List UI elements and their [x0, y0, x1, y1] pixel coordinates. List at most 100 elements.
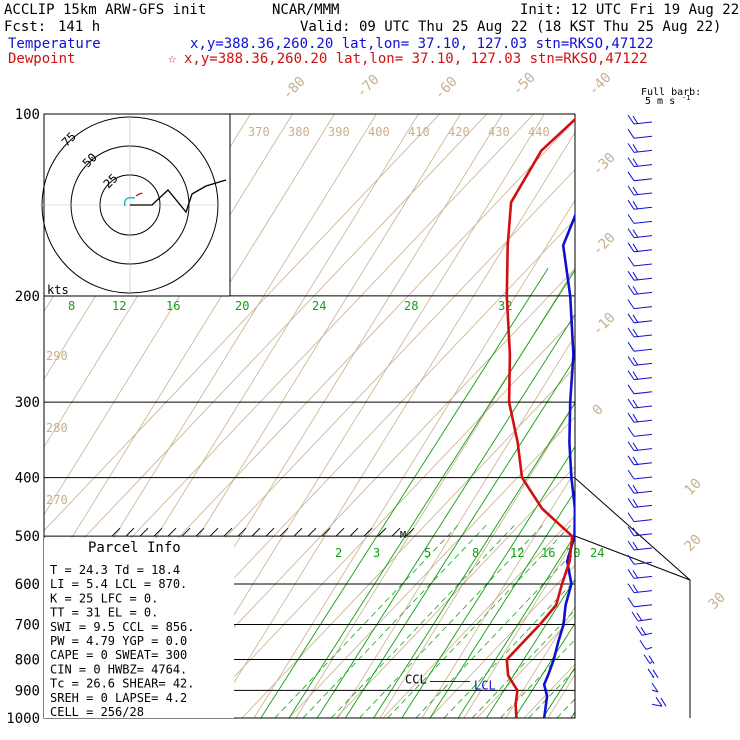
mixing-ratio-line — [401, 446, 575, 718]
wind-barb-flag — [627, 441, 635, 451]
wind-barb — [633, 433, 653, 437]
theta-label: 420 — [448, 125, 470, 139]
wind-barb-flag — [627, 327, 635, 338]
org-label: NCAR/MMM — [272, 2, 339, 18]
dry-adiabat-line — [421, 470, 575, 718]
wind-barb — [633, 490, 653, 494]
wind-barb-flag — [632, 484, 639, 494]
dewpoint-profile-line — [505, 117, 575, 718]
parcel-info-panel: Parcel Info T = 24.3 Td = 18.4LI = 5.4 LC… — [44, 538, 234, 719]
hatch-mark — [237, 527, 247, 537]
wind-barb-flag — [632, 570, 639, 579]
isotherm-label: -80 — [280, 74, 309, 103]
wind-barb-flag — [632, 229, 639, 238]
wind-barb-flag — [627, 427, 635, 437]
wind-barb — [633, 391, 653, 395]
wind-barb — [633, 135, 653, 139]
lcl-label: LCL — [474, 678, 496, 692]
plot-frame: M CCL LCL — [43, 113, 691, 719]
dewpoint-location: x,y=388.36,260.20 lat,lon= 37.10, 127.03… — [184, 51, 648, 67]
mixing-ratio-label: 28 — [404, 299, 418, 313]
dry-adiabat-line — [253, 199, 575, 718]
theta-label: 280 — [46, 421, 68, 435]
wind-barb — [633, 348, 653, 352]
wind-barb — [633, 334, 653, 338]
moist-adiabat-line — [274, 525, 459, 718]
moist-adiabat-line — [472, 609, 575, 718]
pressure-label: 1000 — [6, 711, 40, 727]
hatch-mark — [321, 527, 331, 537]
fcst-value: 141 h — [58, 19, 100, 35]
wind-barb — [633, 561, 653, 565]
wind-barb-flag — [632, 271, 639, 281]
dry-adiabat-line — [716, 114, 740, 718]
dry-adiabat-line — [211, 131, 575, 718]
isotherm-label: 20 — [682, 532, 705, 555]
wind-barb-flag — [627, 398, 635, 409]
full-barb-label: Full barb: — [641, 87, 701, 98]
wind-barb — [633, 362, 653, 366]
parcel-info-box — [44, 538, 234, 718]
wind-barb — [633, 291, 653, 295]
moist-adiabat-line — [613, 526, 740, 719]
mixing-ratio-label: 16 — [166, 299, 180, 313]
hatch-mark — [405, 527, 415, 537]
ccl-label: CCL — [405, 672, 427, 686]
wind-barb — [633, 192, 653, 196]
wind-barb — [641, 632, 653, 636]
moist-adiabat-line — [528, 668, 575, 718]
mixing-ratio-line — [260, 267, 549, 718]
wind-barb — [633, 164, 653, 168]
isotherm-label: -30 — [590, 150, 619, 179]
wind-barb — [633, 604, 653, 608]
wind-barb-flag — [627, 157, 635, 167]
isotherm-line — [241, 366, 575, 718]
parcel-info-row: LI = 5.4 LCL = 870. — [50, 577, 187, 591]
mixing-ratio-line — [288, 269, 575, 718]
wind-barb-flag — [655, 696, 663, 707]
hatch-mark — [223, 527, 233, 537]
wind-barb-flag — [639, 640, 647, 650]
hatch-mark — [139, 527, 149, 537]
mixing-ratio-line — [514, 622, 575, 718]
isotherm-line — [429, 564, 575, 718]
mixing-ratio-label: 8 — [472, 546, 479, 560]
wind-barb-flag — [632, 158, 639, 167]
mixing-ratio-label: 16 — [541, 546, 555, 560]
wind-barb-flag — [627, 256, 635, 267]
isotherm-line — [382, 515, 575, 718]
theta-label: 430 — [488, 125, 510, 139]
valid-time: Valid: 09 UTC Thu 25 Aug 22 (18 KST Thu … — [300, 19, 721, 35]
wind-barb-flag — [640, 626, 647, 636]
hatch-mark — [377, 527, 387, 537]
wind-barb-flag — [632, 243, 639, 253]
parcel-info-row: Tc = 26.6 SHEAR= 42. — [50, 677, 195, 691]
pressure-label: 800 — [15, 652, 40, 668]
wind-barb-flag — [627, 171, 635, 182]
hatch-mark — [293, 527, 303, 537]
wind-barb-flag — [635, 625, 643, 636]
mixing-ratio-line — [345, 357, 575, 718]
theta-label: 370 — [248, 125, 270, 139]
wind-barb-flag — [632, 413, 639, 423]
wind-barb — [637, 618, 653, 622]
parcel-info-row: SWI = 9.5 CCL = 856. — [50, 620, 195, 634]
wind-barb-flag — [627, 498, 635, 508]
parcel-info-row: TT = 31 EL = 0. — [50, 606, 158, 620]
isotherm-label: 0 — [590, 402, 607, 419]
theta-label: 390 — [328, 125, 350, 139]
wind-barb — [633, 306, 653, 310]
dewpoint-legend-label: Dewpoint — [8, 51, 75, 67]
theta-label: 290 — [46, 349, 68, 363]
wind-barb — [633, 405, 653, 409]
plot-border — [43, 113, 576, 719]
wind-barb-flag — [627, 370, 635, 380]
isotherm-line — [523, 663, 575, 718]
wind-barb — [633, 249, 653, 253]
mixing-ratio-label: 24 — [312, 299, 326, 313]
wind-barb-flag — [632, 527, 639, 537]
mixing-ratio-line — [429, 490, 575, 718]
wind-barb-flag — [632, 371, 639, 380]
